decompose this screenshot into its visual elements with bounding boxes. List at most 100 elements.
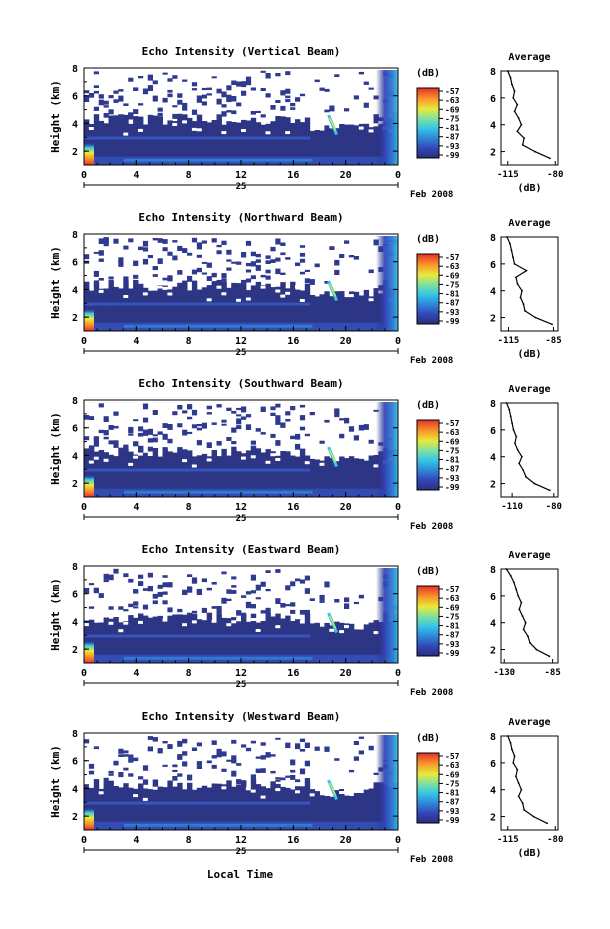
x-tick-label: 0 [81, 835, 87, 846]
colorbar-tick-label: -87 [445, 798, 460, 807]
avg-y-tick-label: 6 [490, 94, 496, 105]
avg-x-tick-label: -85 [544, 668, 560, 678]
x-tick-label: 0 [395, 170, 401, 181]
average-profile-point [517, 117, 520, 119]
average-profile-point [521, 802, 524, 804]
avg-y-tick-label: 6 [490, 260, 496, 271]
date-label: Feb 2008 [410, 522, 453, 532]
x-tick-label: 8 [186, 668, 192, 679]
colorbar-tick-label: -57 [445, 419, 460, 428]
x-tick-label: 8 [186, 170, 192, 181]
average-profile-point [520, 601, 523, 604]
y-tick-label: 8 [72, 230, 78, 241]
x-tick-label: 16 [287, 835, 299, 846]
average-profile-point [509, 415, 512, 418]
average-profile-point [506, 236, 508, 238]
average-profile-point [508, 408, 511, 411]
average-profile-point [505, 568, 508, 570]
y-tick-label: 6 [72, 590, 78, 601]
average-title: Average [508, 717, 550, 728]
colorbar-tick-label: -93 [445, 807, 460, 816]
colorbar-tick-label: -87 [445, 299, 460, 308]
y-tick-label: 6 [72, 258, 78, 269]
colorbar-tick-label: -63 [445, 761, 460, 770]
average-profile-point [510, 249, 513, 252]
day-label: 25 [236, 182, 247, 192]
avg-y-tick-label: 2 [490, 148, 496, 159]
x-tick-label: 0 [395, 835, 401, 846]
colorbar-tick-label: -75 [445, 280, 460, 289]
x-tick-label: 4 [133, 835, 139, 846]
average-profile-point [516, 103, 519, 106]
x-tick-label: 0 [81, 336, 87, 347]
colorbar-tick-label: -57 [445, 585, 460, 594]
x-tick-label: 20 [340, 336, 352, 347]
avg-y-tick-label: 8 [490, 565, 496, 576]
average-frame [500, 402, 559, 498]
y-tick-label: 8 [72, 729, 78, 740]
avg-y-tick-label: 6 [490, 426, 496, 437]
colorbar-tick-label: -57 [445, 752, 460, 761]
colorbar [416, 253, 440, 325]
colorbar-tick-label: -75 [445, 114, 460, 123]
colorbar-tick-label: -81 [445, 290, 460, 299]
y-tick-label: 8 [72, 396, 78, 407]
avg-x-tick-label: -115 [497, 170, 519, 180]
average-profile-point [548, 655, 551, 658]
x-tick-label: 0 [395, 668, 401, 679]
day-label: 25 [236, 348, 247, 358]
x-tick-label: 20 [340, 668, 352, 679]
colorbar-tick-label: -69 [445, 437, 460, 446]
colorbar-tick-label: -81 [445, 124, 460, 133]
heatmap-field [84, 70, 399, 165]
average-profile-point [515, 588, 517, 590]
x-tick-label: 16 [287, 170, 299, 181]
average-profile-point [548, 489, 551, 492]
average-profile-point [505, 402, 508, 404]
average-profile-point [525, 476, 527, 478]
average-frame [500, 70, 559, 166]
avg-y-tick-label: 8 [490, 67, 496, 78]
average-profile-line [507, 70, 551, 159]
avg-y-tick-label: 2 [490, 813, 496, 824]
y-tick-label: 8 [72, 64, 78, 75]
colorbar-tick-label: -87 [445, 465, 460, 474]
average-profile-point [513, 90, 516, 92]
day-label: 25 [236, 847, 247, 857]
average-title: Average [508, 218, 550, 229]
average-profile-point [512, 762, 515, 764]
average-profile-point [534, 150, 536, 153]
colorbar [416, 419, 440, 491]
average-profile-point [515, 775, 517, 778]
x-tick-label: 4 [133, 336, 139, 347]
average-profile-point [549, 157, 551, 160]
average-profile-line [506, 402, 550, 491]
colorbar-tick-label: -93 [445, 640, 460, 649]
colorbar-tick-label: -99 [445, 649, 460, 658]
average-profile-point [506, 70, 509, 72]
average-profile-point [513, 110, 516, 113]
colorbar-tick-label: -69 [445, 105, 460, 114]
heatmap-title: Echo Intensity (Westward Beam) [142, 710, 341, 723]
colorbar-tick-label: -93 [445, 142, 460, 151]
x-tick-label: 20 [340, 502, 352, 513]
y-axis-label: Height (km) [49, 578, 62, 651]
average-profile-point [520, 123, 523, 126]
colorbar [416, 752, 440, 824]
x-tick-label: 0 [81, 170, 87, 181]
average-profile-point [513, 581, 515, 584]
average-profile-line [506, 236, 553, 325]
average-profile-point [532, 815, 535, 818]
average-profile-point [515, 435, 518, 438]
x-tick-label: 4 [133, 170, 139, 181]
x-tick-label: 0 [395, 336, 401, 347]
avg-y-tick-label: 6 [490, 759, 496, 770]
average-profile-point [511, 748, 513, 751]
panel-3: Echo Intensity (Eastward Beam) 2 4 6 8 Height… [49, 543, 561, 698]
y-tick-label: 6 [72, 424, 78, 435]
avg-y-tick-label: 8 [490, 399, 496, 410]
x-tick-label: 12 [235, 170, 247, 181]
x-tick-label: 20 [340, 170, 352, 181]
panel-2: Echo Intensity (Southward Beam) 2 4 6 8 Heigh… [49, 377, 562, 532]
average-frame [500, 568, 559, 664]
